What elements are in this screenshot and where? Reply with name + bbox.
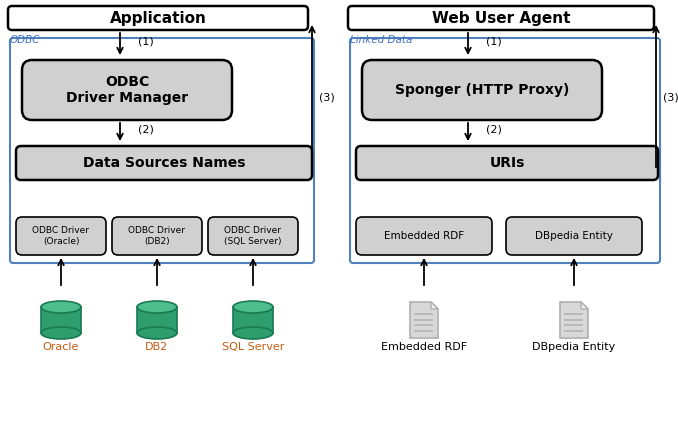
Ellipse shape bbox=[233, 327, 273, 339]
FancyBboxPatch shape bbox=[16, 146, 312, 180]
Text: URIs: URIs bbox=[490, 156, 525, 170]
FancyBboxPatch shape bbox=[362, 60, 602, 120]
Polygon shape bbox=[431, 302, 438, 309]
Text: ODBC Driver
(SQL Server): ODBC Driver (SQL Server) bbox=[224, 226, 282, 246]
FancyBboxPatch shape bbox=[8, 6, 308, 30]
Text: (2): (2) bbox=[486, 125, 502, 135]
FancyBboxPatch shape bbox=[350, 38, 660, 263]
FancyBboxPatch shape bbox=[356, 217, 492, 255]
Polygon shape bbox=[581, 302, 588, 309]
Ellipse shape bbox=[233, 301, 273, 313]
Polygon shape bbox=[41, 307, 81, 333]
Text: (3): (3) bbox=[663, 93, 678, 103]
Polygon shape bbox=[233, 307, 273, 333]
Ellipse shape bbox=[41, 301, 81, 313]
FancyBboxPatch shape bbox=[16, 217, 106, 255]
Text: DBpedia Entity: DBpedia Entity bbox=[535, 231, 613, 241]
Ellipse shape bbox=[41, 327, 81, 339]
Text: (3): (3) bbox=[319, 93, 335, 103]
Text: Embedded RDF: Embedded RDF bbox=[381, 342, 467, 352]
Text: DB2: DB2 bbox=[145, 342, 169, 352]
Text: DBpedia Entity: DBpedia Entity bbox=[532, 342, 616, 352]
Text: ODBC Driver
(DB2): ODBC Driver (DB2) bbox=[129, 226, 186, 246]
Polygon shape bbox=[560, 302, 588, 338]
FancyBboxPatch shape bbox=[348, 6, 654, 30]
FancyBboxPatch shape bbox=[356, 146, 658, 180]
Text: Sponger (HTTP Proxy): Sponger (HTTP Proxy) bbox=[395, 83, 570, 97]
Text: Web User Agent: Web User Agent bbox=[432, 11, 570, 25]
Text: (2): (2) bbox=[138, 125, 154, 135]
Text: (1): (1) bbox=[138, 36, 154, 46]
Text: ODBC Driver
(Oracle): ODBC Driver (Oracle) bbox=[33, 226, 89, 246]
Polygon shape bbox=[137, 307, 177, 333]
FancyBboxPatch shape bbox=[506, 217, 642, 255]
Text: (1): (1) bbox=[486, 36, 502, 46]
Ellipse shape bbox=[137, 301, 177, 313]
FancyBboxPatch shape bbox=[10, 38, 314, 263]
Text: Embedded RDF: Embedded RDF bbox=[384, 231, 464, 241]
Text: Data Sources Names: Data Sources Names bbox=[83, 156, 245, 170]
Polygon shape bbox=[410, 302, 438, 338]
Text: ODBC
Driver Manager: ODBC Driver Manager bbox=[66, 75, 188, 105]
Text: SQL Server: SQL Server bbox=[222, 342, 284, 352]
FancyBboxPatch shape bbox=[112, 217, 202, 255]
Ellipse shape bbox=[137, 327, 177, 339]
FancyBboxPatch shape bbox=[22, 60, 232, 120]
Text: Oracle: Oracle bbox=[43, 342, 79, 352]
FancyBboxPatch shape bbox=[208, 217, 298, 255]
Text: Application: Application bbox=[110, 11, 206, 25]
Text: Linked Data: Linked Data bbox=[350, 35, 412, 45]
Text: ODBC: ODBC bbox=[10, 35, 41, 45]
